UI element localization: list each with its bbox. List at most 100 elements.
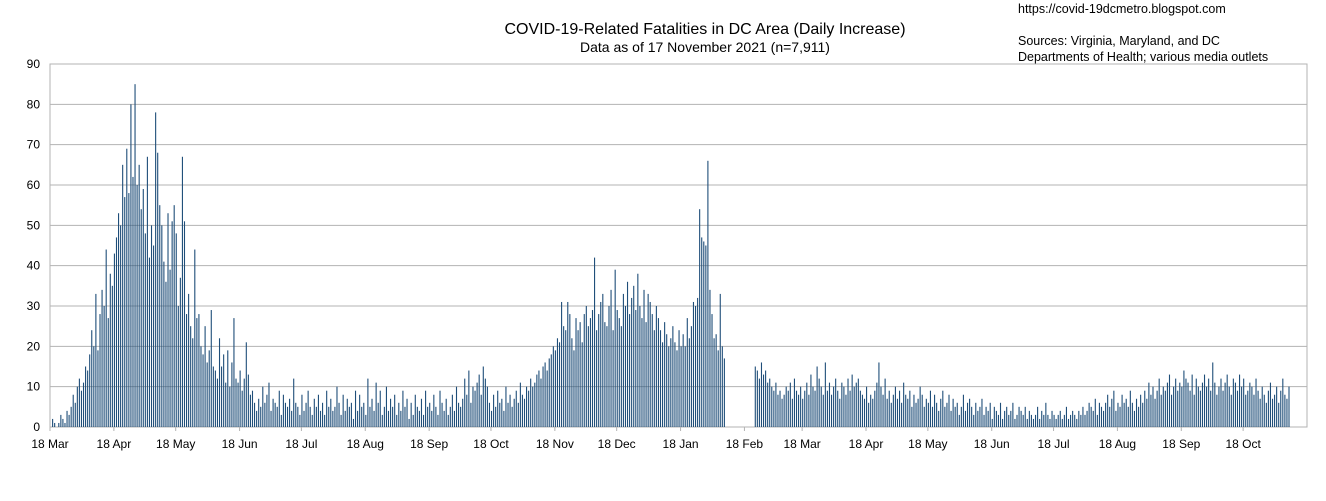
bar [365,414,367,427]
bar [1284,394,1286,427]
bar [163,261,165,427]
bar [773,390,775,427]
bar [453,410,455,427]
bar [340,414,342,427]
bar [771,386,773,427]
bar [381,414,383,427]
bar [1082,406,1084,427]
bar [74,402,76,427]
bar [964,410,967,427]
bar [493,394,495,427]
bar [342,394,344,427]
bar [223,354,225,427]
bar [1224,382,1226,427]
bar [1177,390,1179,427]
bar [1142,402,1144,427]
bar [1259,398,1261,427]
y-tick-label: 50 [27,218,41,232]
x-tick-label: 18 Oct [1225,437,1261,451]
bar [948,394,950,427]
bar [923,406,925,427]
bar [515,390,517,427]
bar [598,314,600,427]
bar [874,390,876,427]
bar [410,402,412,427]
bar [662,342,664,427]
bar [711,314,713,427]
bar [705,245,707,427]
bar [299,414,301,427]
x-tick-label: 18 Mar [31,437,68,451]
bar [1115,410,1117,427]
bar [866,386,868,427]
bar [319,410,322,427]
bar [307,390,309,427]
bar [538,370,540,427]
bar [82,382,85,427]
x-tick-label: 18 Apr [849,437,884,451]
bar [657,318,659,427]
bar [293,378,295,427]
bar [997,414,999,427]
x-tick-label: 18 Jun [974,437,1010,451]
bar [54,422,56,427]
bar [274,402,276,427]
bar [789,382,791,427]
bar [991,418,993,427]
bar [352,418,355,427]
bar [614,269,616,427]
bar [371,398,373,427]
bar [198,314,200,427]
bar [1173,386,1175,427]
bar [266,394,268,427]
bar [488,402,491,427]
bar [1241,386,1243,427]
bar [392,406,394,427]
bar [1195,378,1197,427]
bar [674,342,676,427]
bar [1140,394,1142,427]
bar [938,410,940,427]
bar [1041,410,1043,427]
bar [1111,398,1113,427]
bar [824,362,826,427]
bar [60,414,62,427]
bar [239,370,241,427]
bar [1018,406,1020,427]
bar [1024,406,1026,427]
bar [455,386,458,427]
bar [587,326,589,427]
bar [682,334,684,427]
bar [571,338,573,427]
bar [157,152,159,428]
bar [509,394,511,427]
bar [192,338,194,427]
bar [843,386,845,427]
bar [851,374,853,427]
bar [602,293,604,427]
bar [804,390,806,427]
bar [72,394,74,427]
bar [610,289,612,427]
bar [126,148,128,427]
bar [322,402,324,427]
bar [802,398,804,427]
bar [1113,390,1115,427]
bar [148,257,151,427]
y-tick-label: 80 [27,97,41,111]
bar [1187,382,1189,427]
bar [956,402,958,427]
bar [1181,386,1183,427]
bar [556,338,559,427]
x-tick-label: 18 Apr [97,437,132,451]
bar [626,281,629,427]
bar [167,213,169,427]
bar [387,410,390,427]
source-url: https://covid-19dcmetro.blogspot.com [1018,2,1226,16]
bar [122,164,124,427]
bar [1010,410,1012,427]
bar [995,410,997,427]
bar [1253,394,1255,427]
bar [480,394,482,427]
bar [534,382,536,427]
